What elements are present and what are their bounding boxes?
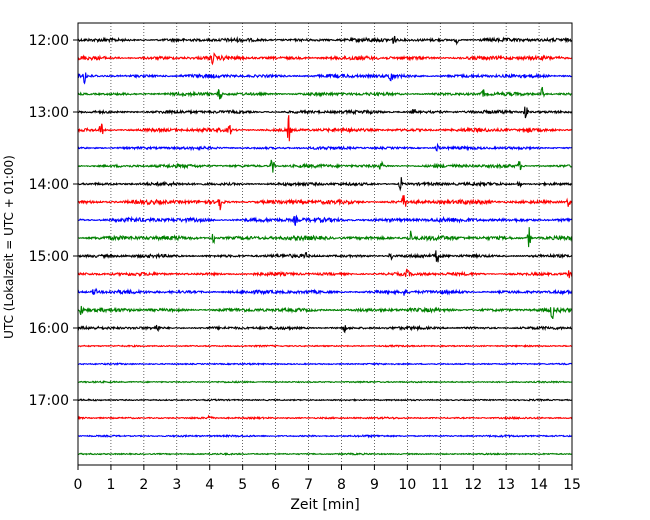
y-tick-label: 15:00 xyxy=(29,249,69,265)
y-tick-label: 12:00 xyxy=(29,33,69,49)
trace-1700 xyxy=(77,398,573,403)
trace-1345 xyxy=(77,159,573,173)
y-tick-label: 13:00 xyxy=(29,105,69,121)
trace-1730 xyxy=(77,433,573,439)
x-tick-label: 1 xyxy=(106,477,115,493)
trace-1230 xyxy=(77,72,573,85)
trace-layer xyxy=(77,35,573,457)
x-tick-label: 13 xyxy=(497,477,515,493)
trace-1330 xyxy=(77,142,573,152)
trace-1600 xyxy=(77,324,573,334)
y-tick-label: 17:00 xyxy=(29,393,69,409)
plot-frame xyxy=(77,22,573,466)
x-tick-label: 8 xyxy=(337,477,346,493)
trace-1430 xyxy=(77,214,573,226)
y-tick-label: 14:00 xyxy=(29,177,69,193)
x-tick-label: 10 xyxy=(398,477,416,493)
trace-1515 xyxy=(77,268,573,279)
x-tick-label: 6 xyxy=(271,477,280,493)
x-tick-label: 2 xyxy=(139,477,148,493)
trace-1245 xyxy=(77,86,573,100)
trace-1445 xyxy=(77,227,573,248)
trace-1300 xyxy=(77,106,573,119)
trace-1630 xyxy=(77,362,573,366)
x-tick-label: 9 xyxy=(370,477,379,493)
x-axis-label: Zeit [min] xyxy=(290,497,359,513)
x-tick-label: 12 xyxy=(464,477,482,493)
trace-1315 xyxy=(77,115,573,142)
trace-1400 xyxy=(77,177,573,192)
x-tick-label: 4 xyxy=(205,477,214,493)
x-tick-label: 5 xyxy=(238,477,247,493)
trace-1215 xyxy=(77,52,573,66)
trace-1745 xyxy=(77,452,573,457)
x-tick-label: 11 xyxy=(431,477,449,493)
x-tick-label: 7 xyxy=(304,477,313,493)
y-axis-label: UTC (Lokalzeit = UTC + 01:00) xyxy=(2,155,16,339)
trace-1415 xyxy=(77,195,573,211)
trace-1645 xyxy=(77,380,573,384)
y-tick-label: 16:00 xyxy=(29,321,69,337)
x-tick-label: 0 xyxy=(74,477,83,493)
x-tick-label: 3 xyxy=(172,477,181,493)
trace-1500 xyxy=(77,250,573,263)
tick-layer: 0 1 2 3 4 5 6 7 8 9 10 11 12 13 14 1512:0013:0014:0015:… xyxy=(29,33,581,493)
trace-1615 xyxy=(77,343,573,348)
x-tick-label: 15 xyxy=(563,477,581,493)
trace-1715 xyxy=(77,414,573,421)
trace-1530 xyxy=(77,287,573,296)
trace-1545 xyxy=(77,305,573,320)
x-tick-label: 14 xyxy=(530,477,548,493)
trace-1200 xyxy=(77,35,573,46)
